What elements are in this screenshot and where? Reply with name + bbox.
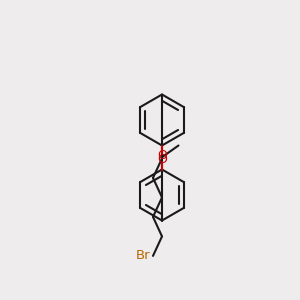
- Text: O: O: [157, 149, 167, 162]
- Text: O: O: [157, 153, 167, 166]
- Text: Br: Br: [136, 249, 151, 262]
